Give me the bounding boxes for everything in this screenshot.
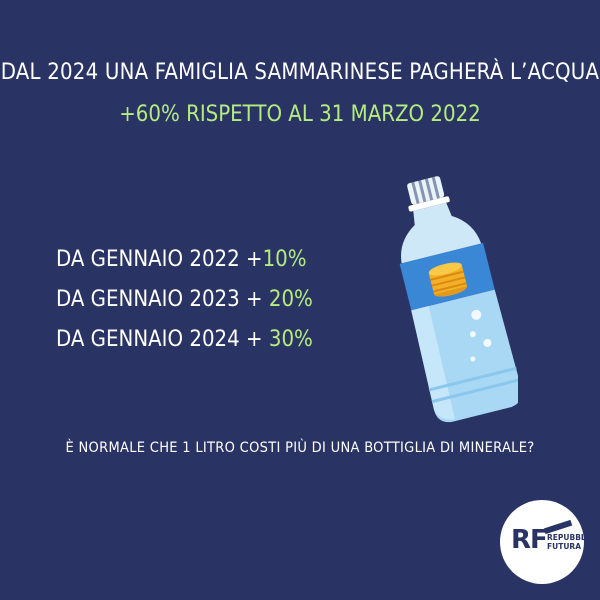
logo-mark: RF — [511, 525, 548, 555]
logo-text-line1: REPUBBLICA — [547, 533, 600, 542]
increase-list: DA GENNAIO 2022 +10% DA GENNAIO 2023 + 2… — [56, 245, 313, 365]
increase-row-2023: DA GENNAIO 2023 + 20% — [56, 285, 313, 325]
logo-text-line2: FUTURA — [547, 542, 581, 551]
increase-percent: 10% — [262, 247, 307, 272]
increase-label: DA GENNAIO 2022 + — [56, 247, 263, 272]
headline: DAL 2024 UNA FAMIGLIA SAMMARINESE PAGHER… — [0, 60, 600, 85]
increase-label: DA GENNAIO 2023 + — [56, 287, 269, 312]
water-bottle-with-coins-icon — [399, 176, 518, 423]
increase-row-2022: DA GENNAIO 2022 +10% — [56, 245, 313, 285]
repubblica-futura-logo: RF REPUBBLICA FUTURA — [500, 500, 600, 584]
question: È NORMALE CHE 1 LITRO COSTI PIÙ DI UNA B… — [65, 440, 535, 456]
increase-label: DA GENNAIO 2024 + — [56, 327, 269, 352]
increase-row-2024: DA GENNAIO 2024 + 30% — [56, 325, 313, 365]
subheadline: +60% RISPETTO AL 31 MARZO 2022 — [119, 102, 481, 127]
increase-percent: 30% — [268, 327, 313, 352]
logo-text: REPUBBLICA FUTURA — [547, 533, 600, 551]
increase-percent: 20% — [268, 287, 313, 312]
